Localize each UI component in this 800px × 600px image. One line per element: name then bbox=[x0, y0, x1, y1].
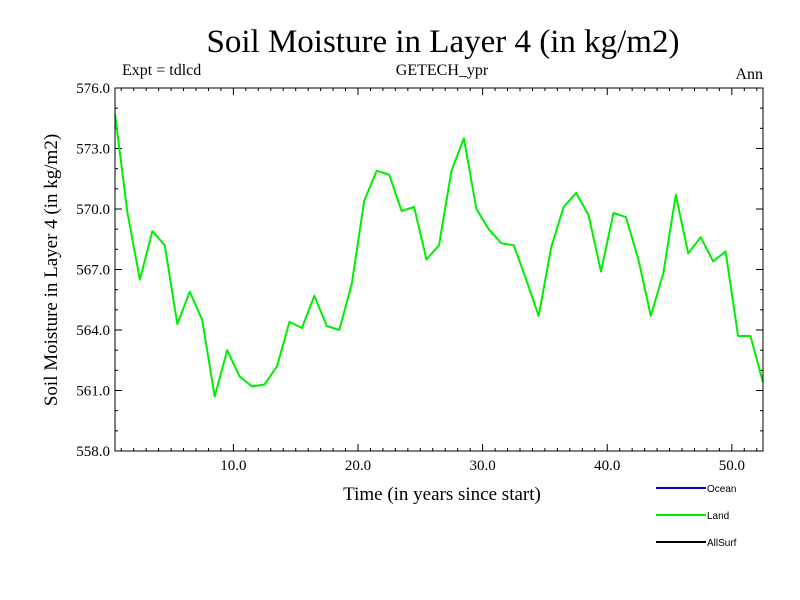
x-axis-tick-labels: 10.0 20.0 30.0 40.0 50.0 bbox=[220, 458, 745, 474]
x-tick-label: 30.0 bbox=[469, 458, 495, 474]
chart-title: Soil Moisture in Layer 4 (in kg/m2) bbox=[207, 24, 680, 60]
series-line-land bbox=[114, 114, 764, 398]
x-axis-ticks bbox=[120, 88, 758, 451]
experiment-label: Expt = tdlcd bbox=[122, 62, 201, 79]
legend-allsurf-label: AllSurf bbox=[707, 538, 737, 549]
y-tick-label: 567.0 bbox=[76, 263, 110, 279]
x-tick-label: 20.0 bbox=[345, 458, 371, 474]
x-tick-label: 40.0 bbox=[594, 458, 620, 474]
x-tick-label: 10.0 bbox=[220, 458, 246, 474]
season-label: Ann bbox=[735, 66, 763, 83]
y-tick-label: 558.0 bbox=[76, 444, 110, 460]
y-axis-ticks bbox=[115, 87, 763, 452]
legend-ocean-label: Ocean bbox=[707, 484, 736, 495]
y-axis-label: Soil Moisture in Layer 4 (in kg/m2) bbox=[41, 134, 62, 406]
series-layer bbox=[114, 114, 764, 398]
legend-land-label: Land bbox=[707, 511, 729, 522]
y-axis-tick-labels: 558.0 561.0 564.0 567.0 570.0 573.0 576.0 bbox=[76, 81, 110, 460]
y-tick-label: 576.0 bbox=[76, 81, 110, 97]
x-tick-label: 50.0 bbox=[719, 458, 745, 474]
x-axis-label: Time (in years since start) bbox=[343, 484, 541, 505]
dataset-label: GETECH_ypr bbox=[396, 62, 489, 79]
y-tick-label: 570.0 bbox=[76, 202, 110, 218]
plot-frame bbox=[114, 87, 764, 452]
y-tick-label: 561.0 bbox=[76, 384, 110, 400]
y-tick-label: 564.0 bbox=[76, 323, 110, 339]
legend: Ocean Land AllSurf bbox=[656, 484, 737, 549]
y-tick-label: 573.0 bbox=[76, 142, 110, 158]
